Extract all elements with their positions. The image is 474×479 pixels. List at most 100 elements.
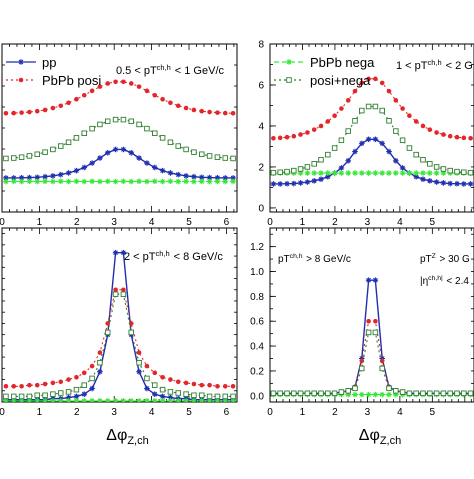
- point-sum: [468, 391, 473, 396]
- point-pp: [152, 391, 158, 397]
- point-posi: [137, 350, 142, 355]
- point-posi: [285, 135, 290, 140]
- point-posi: [332, 113, 337, 118]
- point-posi: [137, 84, 142, 89]
- point-posi: [152, 371, 157, 376]
- x-tick-label: 1: [37, 407, 43, 418]
- point-posi: [271, 136, 276, 141]
- point-posi: [339, 106, 344, 111]
- point-nega: [89, 398, 95, 404]
- point-posi: [27, 383, 32, 388]
- point-posi: [373, 77, 378, 82]
- point-sum: [462, 170, 467, 175]
- point-posi: [346, 98, 351, 103]
- point-sum: [407, 391, 412, 396]
- point-sum: [346, 129, 351, 134]
- point-nega: [345, 170, 351, 176]
- point-pp: [89, 160, 95, 166]
- point-sum: [434, 391, 439, 396]
- point-nega: [393, 170, 399, 176]
- legend-marker-sum: [287, 78, 292, 83]
- point-sum: [441, 391, 446, 396]
- point-sum: [168, 140, 173, 145]
- point-nega: [352, 392, 358, 398]
- point-nega: [199, 398, 205, 404]
- legend-marker-posi: [19, 78, 24, 83]
- point-nega: [191, 179, 197, 185]
- point-sum: [74, 387, 79, 392]
- x-tick-label: 4: [397, 217, 403, 228]
- point-sum: [145, 126, 150, 131]
- point-posi: [176, 379, 181, 384]
- point-posi: [121, 287, 126, 292]
- point-pp: [271, 181, 277, 187]
- point-pp: [152, 165, 158, 171]
- point-posi: [407, 113, 412, 118]
- point-posi: [74, 97, 79, 102]
- point-posi: [35, 383, 40, 388]
- y-tick-label: 4: [258, 121, 264, 132]
- point-sum: [305, 391, 310, 396]
- point-nega: [191, 398, 197, 404]
- point-nega: [311, 170, 317, 176]
- point-sum: [43, 393, 48, 398]
- point-pp: [81, 165, 87, 171]
- point-nega: [105, 179, 111, 185]
- x-tick-label: 6: [224, 407, 230, 418]
- point-posi: [129, 81, 134, 86]
- x-tick-label: 0: [267, 217, 273, 228]
- series-line-sum: [273, 332, 470, 393]
- x-tick-label: 4: [149, 217, 155, 228]
- point-sum: [168, 390, 173, 395]
- series-group: [271, 277, 474, 397]
- point-sum: [380, 366, 385, 371]
- point-pp: [175, 172, 181, 178]
- point-posi: [231, 111, 236, 116]
- point-pp: [81, 391, 87, 397]
- point-posi: [113, 287, 118, 292]
- point-posi: [199, 383, 204, 388]
- y-tick-label: 2: [258, 162, 264, 173]
- x-tick-label: 2: [332, 217, 338, 228]
- point-sum: [82, 383, 87, 388]
- point-nega: [199, 179, 205, 185]
- x-tick-label: 0: [267, 407, 273, 418]
- point-sum: [223, 156, 228, 161]
- point-sum: [11, 394, 16, 399]
- point-sum: [231, 394, 236, 399]
- point-sum: [278, 170, 283, 175]
- point-nega: [136, 398, 142, 404]
- annotations: 2 < pTch,h < 8 GeV/c: [124, 249, 223, 263]
- point-nega: [207, 179, 213, 185]
- point-sum: [462, 391, 467, 396]
- point-sum: [192, 393, 197, 398]
- point-nega: [113, 179, 119, 185]
- point-sum: [199, 393, 204, 398]
- point-sum: [366, 104, 371, 109]
- point-posi: [105, 81, 110, 86]
- point-posi: [199, 109, 204, 114]
- x-tick-label: 5: [430, 407, 436, 418]
- point-pp: [105, 150, 111, 156]
- point-sum: [176, 391, 181, 396]
- series-line-pp: [6, 253, 233, 400]
- point-posi: [373, 319, 378, 324]
- point-posi: [207, 110, 212, 115]
- point-sum: [11, 156, 16, 161]
- point-posi: [428, 127, 433, 132]
- x-axis-title: ΔφZ,ch: [106, 427, 148, 447]
- point-sum: [387, 119, 392, 124]
- x-tick-label: 2: [74, 217, 80, 228]
- legend-label: posi+nega: [310, 73, 371, 88]
- point-pp: [318, 176, 324, 182]
- point-nega: [42, 179, 48, 185]
- point-sum: [332, 391, 337, 396]
- point-sum: [394, 389, 399, 394]
- point-sum: [414, 391, 419, 396]
- point-nega: [400, 170, 406, 176]
- point-sum: [152, 383, 157, 388]
- point-pp: [461, 181, 467, 187]
- point-pp: [298, 180, 304, 186]
